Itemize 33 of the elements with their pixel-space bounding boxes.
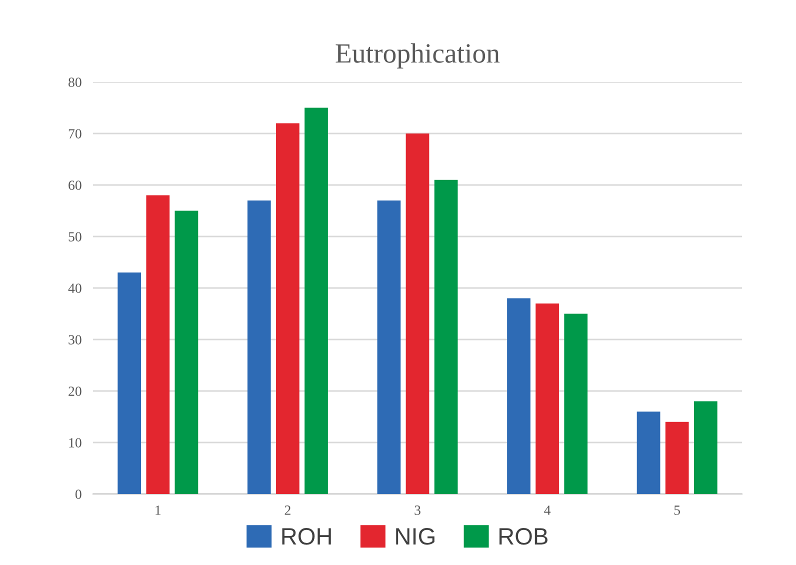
legend-label: NIG <box>396 528 434 545</box>
bar <box>665 422 689 494</box>
bar <box>694 401 718 494</box>
y-tick-label: 80 <box>68 78 82 87</box>
legend-label: ROB <box>499 528 548 545</box>
bar <box>507 298 530 494</box>
y-tick-label: 50 <box>68 232 82 242</box>
x-tick-label: 3 <box>414 506 420 515</box>
y-tick-label: 10 <box>69 438 82 448</box>
bar <box>406 134 430 494</box>
chart-title: Eutrophication <box>336 43 500 68</box>
bar <box>146 195 170 494</box>
x-tick-label: 4 <box>544 506 551 515</box>
y-tick-label: 0 <box>75 490 82 499</box>
bar <box>434 180 458 494</box>
y-tick-label: 40 <box>68 284 82 293</box>
bar <box>564 314 588 494</box>
bar <box>118 272 142 494</box>
y-tick-label: 20 <box>68 386 82 396</box>
bar <box>276 123 300 494</box>
x-tick-label: 5 <box>674 506 680 515</box>
y-tick-label: 70 <box>68 129 82 138</box>
x-tick-label: 2 <box>284 506 290 515</box>
x-tick-label: 1 <box>156 506 161 515</box>
bar <box>174 210 198 494</box>
legend-label: ROH <box>282 528 331 545</box>
bar <box>536 303 559 494</box>
y-tick-label: 30 <box>68 335 82 344</box>
y-tick-label: 60 <box>68 180 82 190</box>
bar <box>636 412 660 494</box>
bar <box>247 200 271 494</box>
bar <box>304 108 328 494</box>
bar <box>377 200 401 494</box>
